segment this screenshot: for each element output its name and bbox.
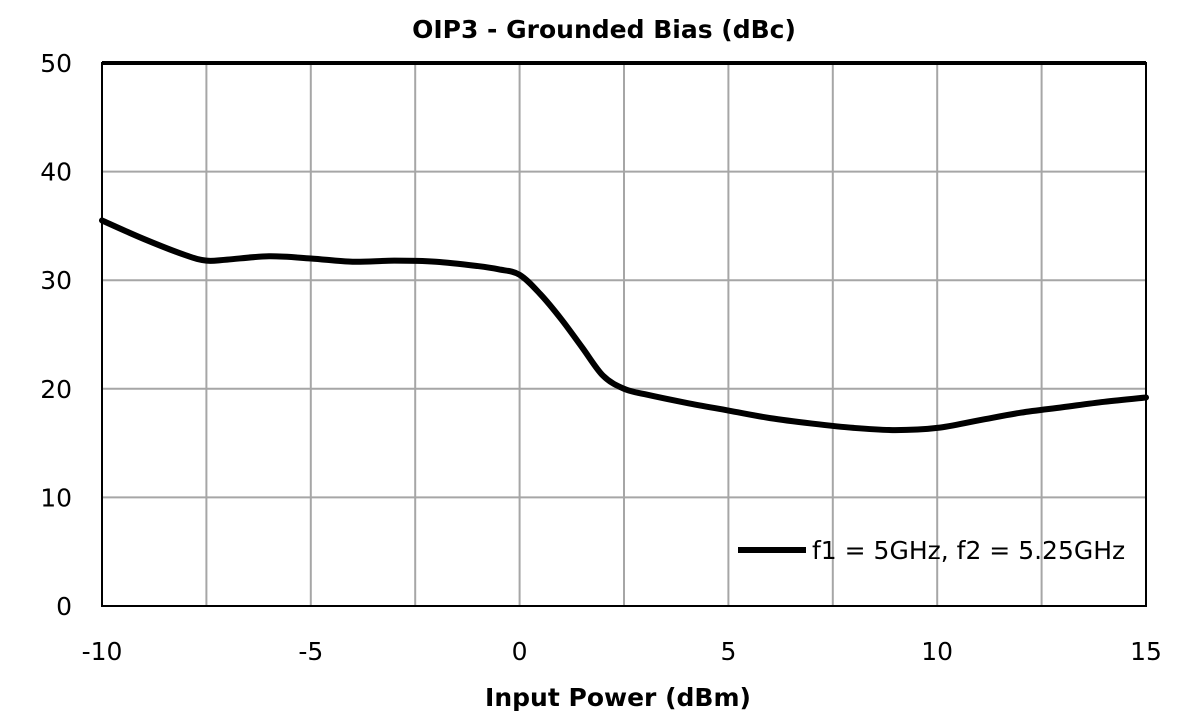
y-tick-label: 0	[56, 592, 72, 621]
y-tick-label: 40	[40, 158, 72, 187]
x-tick-label: -10	[82, 637, 123, 666]
y-tick-label: 10	[40, 483, 72, 512]
x-tick-label: 10	[921, 637, 953, 666]
tick-layer: 0 10 20 30 40 50 -10 -5 0 5 10 15	[40, 49, 1162, 666]
chart-title: OIP3 - Grounded Bias (dBc)	[412, 15, 796, 44]
x-axis-label: Input Power (dBm)	[485, 683, 751, 712]
legend: f1 = 5GHz, f2 = 5.25GHz	[738, 536, 1125, 565]
legend-label-series-1: f1 = 5GHz, f2 = 5.25GHz	[812, 536, 1125, 565]
series-layer	[99, 217, 1149, 434]
x-tick-label: 5	[720, 637, 736, 666]
y-tick-label: 50	[40, 49, 72, 78]
grid-layer	[102, 61, 1146, 606]
x-tick-label: -5	[298, 637, 323, 666]
x-tick-label: 15	[1130, 637, 1162, 666]
y-tick-label: 30	[40, 266, 72, 295]
y-tick-label: 20	[40, 375, 72, 404]
x-tick-label: 0	[512, 637, 528, 666]
series-line-1	[99, 217, 1149, 434]
plot-area-border	[101, 62, 1147, 607]
